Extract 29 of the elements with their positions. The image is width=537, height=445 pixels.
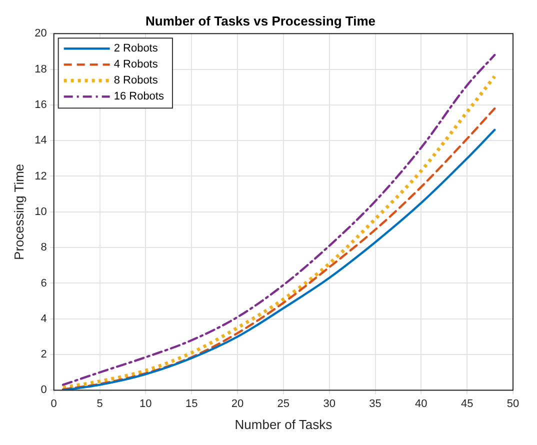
x-tick-label: 40 [415, 398, 428, 410]
y-tick-label: 10 [34, 206, 47, 218]
y-tick-label: 12 [34, 170, 47, 182]
x-tick-label: 30 [323, 398, 336, 410]
y-tick-label: 6 [40, 277, 47, 290]
y-tick-label: 2 [40, 348, 47, 361]
y-tick-label: 14 [34, 134, 47, 147]
x-tick-label: 45 [460, 398, 474, 410]
y-tick-label: 4 [40, 312, 47, 325]
x-tick-label: 5 [96, 398, 103, 410]
y-tick-label: 0 [40, 384, 47, 396]
x-tick-label: 50 [506, 398, 520, 410]
x-tick-label: 35 [369, 398, 382, 410]
x-tick-label: 25 [277, 398, 290, 410]
legend-label: 2 Robots [114, 42, 158, 55]
y-tick-label: 18 [34, 63, 47, 76]
y-tick-label: 16 [34, 98, 47, 111]
x-tick-label: 15 [185, 398, 198, 410]
legend-label: 8 Robots [114, 74, 158, 87]
legend-label: 4 Robots [114, 58, 158, 71]
x-tick-label: 10 [140, 398, 152, 410]
x-tick-label: 20 [231, 398, 244, 410]
legend-label: 16 Robots [114, 90, 164, 103]
x-axis-title: Number of Tasks [234, 416, 333, 432]
chart-title: Number of Tasks vs Processing Time [146, 13, 376, 28]
x-tick-label: 0 [50, 398, 57, 410]
y-axis-title: Processing Time [11, 164, 26, 260]
y-tick-label: 8 [40, 242, 47, 254]
y-tick-label: 20 [34, 28, 47, 40]
